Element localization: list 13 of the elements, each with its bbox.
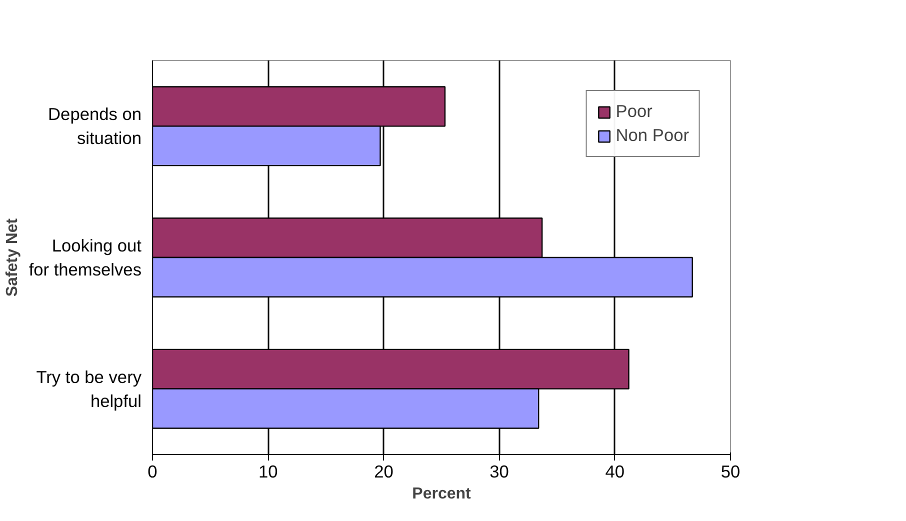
x-tick-label: 0 (148, 462, 158, 482)
x-tick-label: 20 (374, 462, 394, 482)
legend-label: Non Poor (616, 125, 689, 146)
x-tick-label: 10 (258, 462, 278, 482)
y-axis-title: Safety Net (4, 218, 21, 297)
x-tick-label: 40 (605, 462, 625, 482)
x-axis-title: Percent (412, 486, 472, 502)
y-tick-label: Looking out for themselves (28, 236, 142, 280)
legend-label: Poor (616, 101, 652, 122)
x-tick-label: 50 (720, 462, 740, 482)
x-tick-label: 30 (490, 462, 509, 482)
y-tick-label: Depends on situation (48, 104, 142, 148)
y-tick-label: Try to be very helpful (36, 366, 142, 411)
